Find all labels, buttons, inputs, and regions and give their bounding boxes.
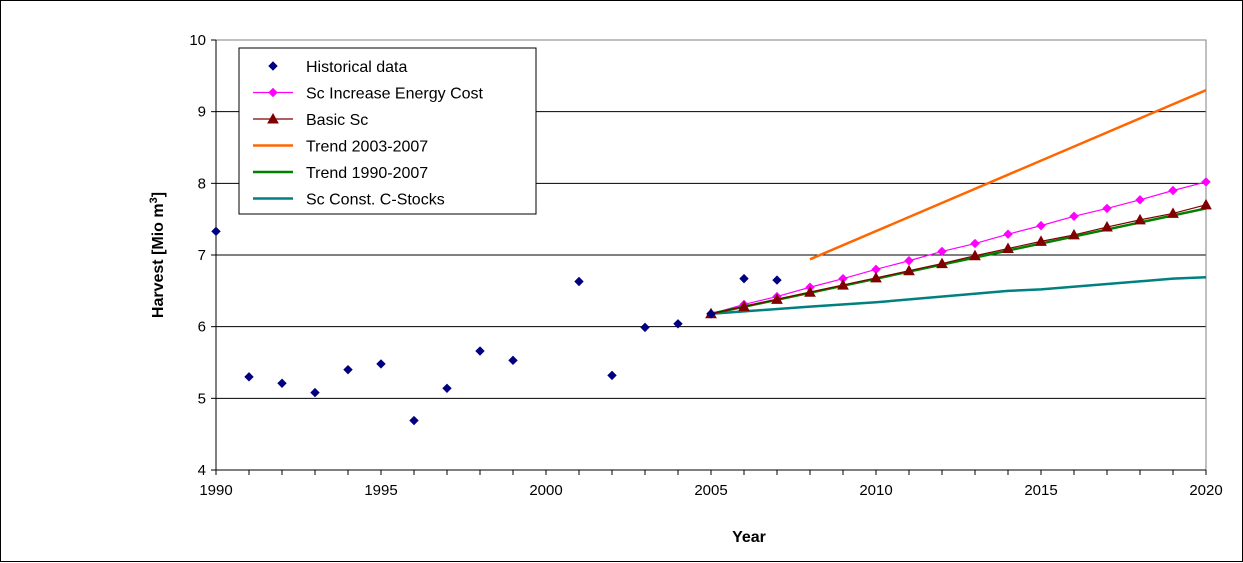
legend-swatch-marker [268, 61, 278, 71]
x-tick-label: 2015 [1024, 482, 1057, 499]
data-point [771, 293, 783, 304]
x-tick-label: 2010 [859, 482, 892, 499]
legend-label: Trend 1990-2007 [306, 165, 428, 182]
legend: Historical data Sc Increase Energy Cost Ba… [238, 47, 537, 215]
data-point [574, 276, 584, 287]
legend-item: Trend 2003-2007 [253, 139, 428, 156]
y-tick-label: 10 [189, 32, 206, 49]
x-tick-label: 1995 [364, 482, 397, 499]
data-point [936, 257, 948, 269]
legend-label: Sc Increase Energy Cost [306, 86, 484, 103]
data-point [1068, 228, 1080, 240]
data-point [870, 271, 882, 283]
y-tick-label: 6 [198, 319, 206, 336]
legend-label: Trend 2003-2007 [306, 139, 428, 156]
legend-label: Basic Sc [306, 112, 368, 129]
data-point [1036, 220, 1046, 231]
data-point [937, 246, 947, 257]
data-point [376, 359, 386, 369]
y-tick-label: 5 [198, 390, 206, 407]
data-point [739, 273, 749, 284]
data-point [738, 300, 750, 312]
data-point [1002, 242, 1014, 254]
data-point [1101, 221, 1113, 232]
data-point [1200, 198, 1212, 210]
x-tick-label: 2020 [1189, 482, 1222, 499]
data-point [310, 387, 320, 398]
data-point [903, 264, 915, 276]
legend-item: Sc Increase Energy Cost [253, 86, 484, 103]
y-axis-title-sup: 3 [148, 197, 160, 203]
data-point [1201, 177, 1211, 187]
data-point [277, 378, 287, 388]
series-line [710, 181, 1207, 315]
x-axis-title: Year [732, 529, 766, 546]
data-point [1035, 235, 1047, 246]
y-tick-label: 7 [198, 247, 206, 264]
data-point [1168, 185, 1178, 196]
data-point [409, 415, 419, 426]
y-tick-label: 4 [198, 462, 206, 479]
series-historical-data [211, 226, 782, 426]
data-point [772, 275, 782, 285]
data-point [244, 372, 254, 382]
data-point [442, 383, 452, 394]
legend-box [238, 47, 537, 215]
data-point [508, 355, 518, 366]
legend-label: Historical data [306, 59, 407, 76]
data-point [1102, 203, 1112, 214]
legend-item: Sc Const. C-Stocks [253, 192, 445, 209]
series-line [710, 204, 1207, 315]
data-point [607, 370, 617, 381]
data-point [211, 226, 221, 237]
y-axis-title-main: Harvest [Mio m [150, 203, 167, 318]
data-point [475, 346, 485, 356]
legend-item: Trend 1990-2007 [253, 165, 428, 182]
data-point [970, 238, 980, 249]
series-sc-increase-energy-cost [706, 177, 1211, 319]
x-tick-label: 2000 [529, 482, 562, 499]
data-point [640, 322, 650, 333]
series-sc-const-c-stocks [710, 275, 1207, 316]
data-point [1167, 207, 1179, 218]
data-point [804, 286, 816, 297]
data-point [706, 309, 716, 319]
legend-label: Sc Const. C-Stocks [306, 192, 445, 209]
y-tick-label: 8 [198, 175, 206, 192]
legend-item: Basic Sc [253, 112, 368, 129]
axes: 4 5 6 7 8 9 10 1990 1995 2000 2005 2010 2015 2020 [189, 32, 1222, 499]
data-point [904, 256, 914, 266]
y-axis-title-end: ] [150, 192, 167, 197]
legend-item: Historical data [268, 59, 407, 76]
data-point [1135, 195, 1145, 205]
series-line [809, 89, 1207, 261]
series-line [710, 275, 1207, 316]
x-tick-label: 2005 [694, 482, 727, 499]
y-tick-label: 9 [198, 104, 206, 121]
data-point [1003, 229, 1013, 239]
data-point [1134, 213, 1146, 225]
legend-swatch-marker [267, 112, 279, 124]
y-axis-title: Harvest [Mio m3] [148, 192, 167, 318]
data-point [343, 364, 353, 375]
series-trend-2003-2007 [809, 89, 1207, 261]
data-point [673, 319, 683, 329]
x-tick-label: 1990 [199, 482, 232, 499]
legend-swatch-marker [268, 87, 278, 98]
data-point [837, 279, 849, 290]
data-point [969, 249, 981, 261]
data-point [1069, 211, 1079, 222]
series-basic-sc [705, 198, 1212, 319]
series-layer [211, 89, 1212, 426]
